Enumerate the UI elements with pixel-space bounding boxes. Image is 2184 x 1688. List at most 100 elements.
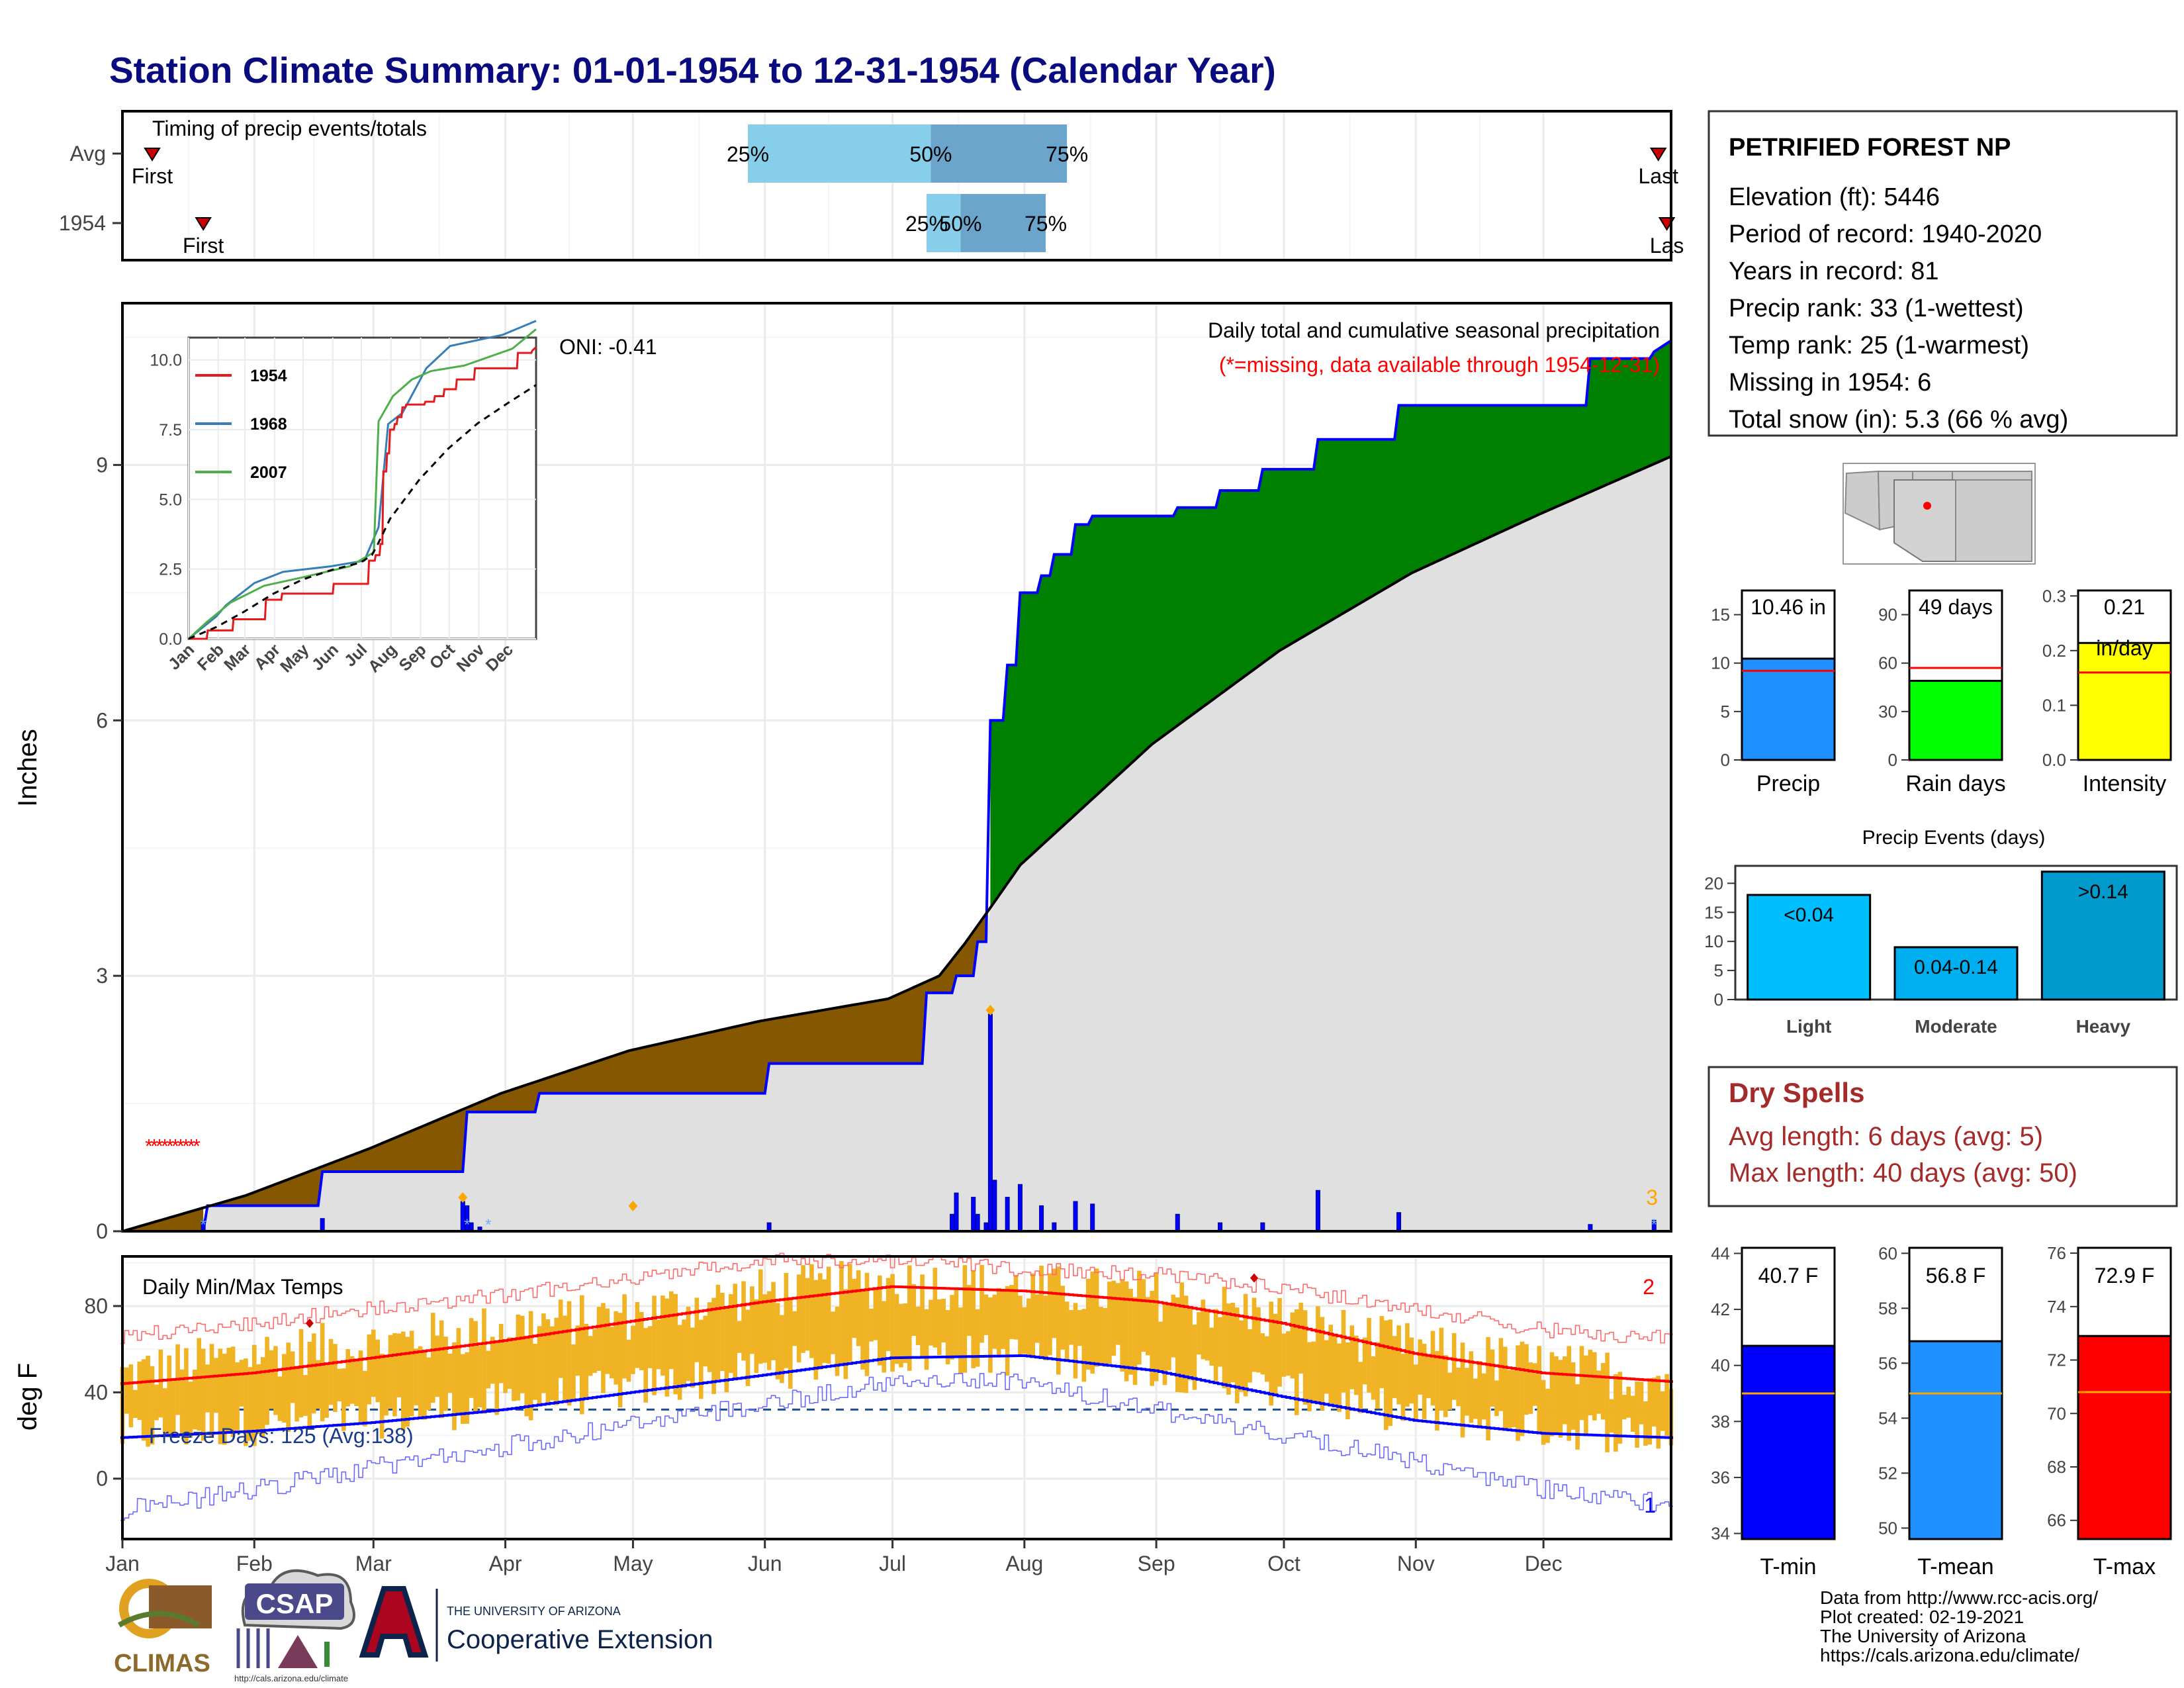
timing-q25-label: 25%: [727, 142, 769, 166]
temp-summary-tick-label: 76: [2047, 1243, 2066, 1263]
temp-daily-range-bar: [358, 1350, 363, 1423]
temp-daily-range-bar: [1162, 1303, 1167, 1385]
map-state-arizona: [1893, 479, 1956, 562]
temp-daily-range-bar: [494, 1342, 500, 1415]
station-detail-line: Elevation (ft): 5446: [1729, 183, 1940, 211]
temp-daily-range-bar: [1660, 1391, 1665, 1431]
temp-daily-range-bar: [235, 1362, 240, 1430]
temp-daily-range-bar: [1528, 1362, 1533, 1414]
temp-panel: 0 40 80 Daily Min/Max Temps 2 1 Freeze Day…: [13, 1252, 1674, 1575]
temp-daily-range-bar: [265, 1336, 269, 1425]
temp-summary-tick-label: 40: [1711, 1356, 1730, 1376]
temp-daily-range-bar: [230, 1346, 236, 1437]
temp-daily-range-bar: [831, 1311, 835, 1354]
missing-day-marker: *: [166, 1135, 174, 1157]
temp-daily-range-bar: [1358, 1362, 1363, 1413]
temp-daily-range-bar: [1332, 1333, 1338, 1405]
timing-panel-border: [121, 110, 1672, 261]
temp-daily-range-bar: [1409, 1337, 1414, 1404]
precip-daily-bar: [1017, 1184, 1023, 1232]
temp-daily-range-bar: [826, 1266, 831, 1364]
temp-daily-range-bar: [754, 1299, 759, 1374]
temp-daily-range-bar: [929, 1299, 933, 1346]
temp-daily-range-bar: [1171, 1294, 1176, 1358]
temp-daily-range-bar: [1111, 1280, 1116, 1356]
temp-daily-range-bar: [1218, 1317, 1222, 1367]
temp-daily-range-bar: [375, 1339, 381, 1403]
events-bar-light: [1747, 894, 1872, 1001]
temp-daily-range-bar: [558, 1299, 563, 1378]
events-bar-heavy: [2040, 870, 2165, 1001]
temp-daily-range-bar: [324, 1364, 329, 1418]
dry-spells-avg: Avg length: 6 days (avg: 5): [1729, 1122, 2043, 1151]
temp-daily-range-bar: [1115, 1283, 1120, 1345]
temp-daily-range-bar: [333, 1344, 338, 1413]
temp-daily-range-bar: [775, 1303, 780, 1380]
temp-daily-range-bar: [733, 1284, 738, 1378]
missing-day-marker: *: [187, 1135, 195, 1157]
precip-y-tick-label: 6: [96, 708, 108, 732]
timing-first-label: First: [132, 164, 173, 188]
temp-daily-range-bar: [745, 1309, 751, 1386]
summary-value-precip: 10.46 in: [1751, 595, 1826, 619]
temp-daily-range-bar: [426, 1357, 432, 1411]
temp-daily-range-bar: [682, 1319, 686, 1388]
temp-daily-range-bar: [1651, 1378, 1657, 1427]
precip-y-ticks: 0 3 6 9: [96, 453, 122, 1243]
temp-daily-range-bar: [379, 1354, 385, 1439]
inset-legend-label: 2007: [250, 463, 287, 482]
temp-daily-range-bar: [290, 1351, 295, 1403]
temp-daily-range-bar: [1643, 1401, 1648, 1446]
temp-daily-range-bar: [601, 1303, 606, 1393]
temp-daily-range-bar: [988, 1297, 993, 1373]
summary-bar-precip: [1741, 657, 1836, 761]
inset-y-tick-label: 0.0: [159, 630, 182, 649]
temp-daily-range-bar: [780, 1315, 784, 1383]
temp-daily-range-bar: [724, 1309, 729, 1393]
temp-daily-range-bar: [1367, 1318, 1371, 1393]
temp-daily-range-bar: [1316, 1306, 1320, 1405]
temp-daily-range-bar: [507, 1337, 512, 1389]
temp-daily-range-bar: [1396, 1325, 1401, 1405]
missing-day-marker: *: [171, 1135, 179, 1157]
temp-daily-range-bar: [384, 1356, 388, 1416]
precip-daily-bar: [992, 1180, 997, 1232]
temp-daily-range-bar: [1230, 1302, 1236, 1383]
temp-summary-value-tmean: 56.8 F: [1926, 1264, 1986, 1288]
temp-daily-range-bar: [171, 1378, 176, 1437]
temp-daily-range-bar: [728, 1294, 733, 1374]
temp-daily-range-bar: [1205, 1309, 1210, 1361]
timing-bar-q25-q50: [927, 194, 961, 252]
footer-line-1: Data from http://www.rcc-acis.org/: [1820, 1587, 2098, 1608]
temp-daily-range-bar: [1579, 1346, 1584, 1421]
month-label: Jun: [748, 1552, 782, 1575]
month-label: Apr: [489, 1552, 522, 1575]
timing-first-marker: [195, 217, 212, 231]
temp-daily-range-bar: [903, 1303, 908, 1364]
temp-daily-range-bar: [1183, 1295, 1189, 1393]
precip-daily-bar: [1039, 1205, 1044, 1232]
temp-daily-range-bar: [1498, 1338, 1504, 1411]
precip-daily-bar: [320, 1218, 325, 1232]
temp-daily-range-bar: [668, 1291, 674, 1370]
temp-daily-range-bar: [958, 1307, 963, 1375]
temp-daily-range-bar: [516, 1314, 521, 1401]
timing-row-year-label: 1954: [59, 211, 106, 235]
logos: CLIMAS CSAP http://cals.arizona.edu/clim…: [114, 1569, 713, 1683]
csap-wordmark: CSAP: [256, 1588, 334, 1619]
temp-daily-range-bar: [1451, 1333, 1457, 1400]
summary-tick-label: 0.1: [2042, 695, 2066, 715]
precip-caption: Daily total and cumulative seasonal prec…: [1208, 318, 1660, 342]
temp-daily-range-bar: [490, 1336, 495, 1384]
events-tick-label: 10: [1704, 931, 1723, 951]
events-title: Precip Events (days): [1862, 827, 2046, 849]
temp-daily-range-bar: [979, 1264, 984, 1343]
temp-daily-range-bar: [886, 1278, 891, 1352]
temp-daily-range-bar: [1600, 1363, 1606, 1420]
temp-daily-range-bar: [1400, 1354, 1406, 1421]
temp-daily-range-bar: [1349, 1325, 1355, 1389]
temp-daily-range-bar: [950, 1295, 954, 1360]
temp-daily-range-bar: [860, 1291, 865, 1370]
